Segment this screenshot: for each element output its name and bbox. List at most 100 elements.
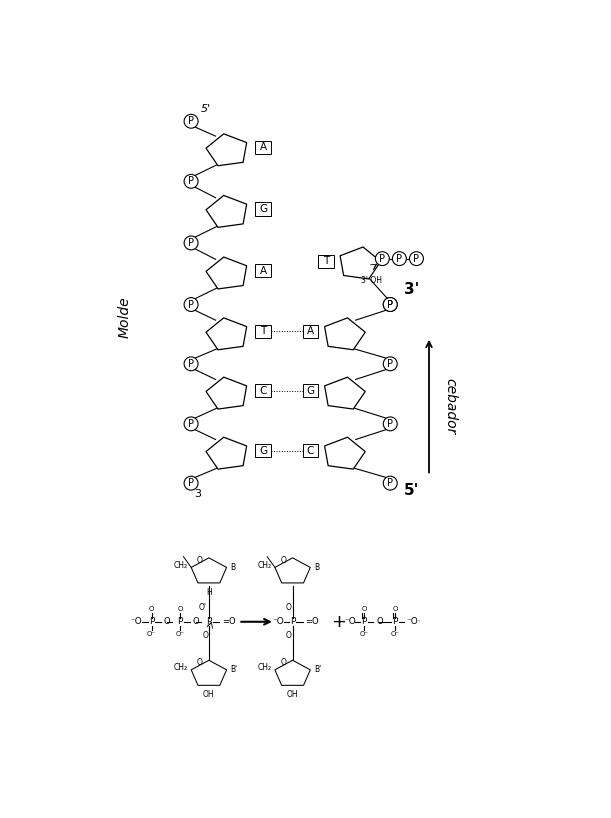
FancyBboxPatch shape xyxy=(255,203,271,216)
Text: 5': 5' xyxy=(404,483,420,498)
Circle shape xyxy=(383,417,397,431)
Circle shape xyxy=(383,298,397,312)
Text: G: G xyxy=(259,204,267,214)
Text: O': O' xyxy=(199,604,207,613)
FancyBboxPatch shape xyxy=(255,264,271,277)
Circle shape xyxy=(184,298,198,312)
Text: O⁻: O⁻ xyxy=(147,631,156,637)
Text: CH₂: CH₂ xyxy=(258,663,272,672)
Text: O: O xyxy=(281,555,287,564)
Circle shape xyxy=(184,115,198,128)
Text: B': B' xyxy=(314,665,321,674)
Text: Molde: Molde xyxy=(117,297,131,339)
Text: CH₂: CH₂ xyxy=(174,663,188,672)
Text: P: P xyxy=(361,618,367,627)
Polygon shape xyxy=(206,134,247,166)
FancyBboxPatch shape xyxy=(255,444,271,457)
Text: O: O xyxy=(361,606,367,613)
Circle shape xyxy=(184,236,198,249)
Text: G: G xyxy=(306,386,315,396)
Text: P: P xyxy=(387,419,393,429)
Circle shape xyxy=(184,417,198,431)
Polygon shape xyxy=(206,257,247,289)
Text: B: B xyxy=(314,563,320,572)
Text: P: P xyxy=(387,299,393,309)
Text: P: P xyxy=(387,359,393,369)
Text: P: P xyxy=(207,618,211,627)
Text: ⁻O: ⁻O xyxy=(273,618,285,627)
Text: O: O xyxy=(149,606,154,613)
Text: P: P xyxy=(188,116,194,126)
Text: OH: OH xyxy=(287,690,298,699)
Text: P: P xyxy=(392,618,398,627)
Polygon shape xyxy=(191,558,227,583)
Text: O: O xyxy=(286,631,292,640)
Text: O: O xyxy=(197,658,203,667)
Polygon shape xyxy=(324,318,365,350)
Circle shape xyxy=(409,252,423,266)
Text: CH₂: CH₂ xyxy=(258,560,272,569)
Text: O: O xyxy=(178,606,183,613)
FancyBboxPatch shape xyxy=(255,325,271,338)
Text: B': B' xyxy=(230,665,238,674)
Text: O⁻: O⁻ xyxy=(390,631,400,637)
Text: P: P xyxy=(188,238,194,248)
Text: P: P xyxy=(387,299,393,309)
Text: O: O xyxy=(192,618,199,627)
Text: =O: =O xyxy=(305,618,318,627)
Text: P: P xyxy=(178,618,183,627)
Text: A: A xyxy=(307,326,314,336)
Text: P: P xyxy=(188,479,194,488)
Text: 3': 3' xyxy=(404,281,420,297)
Polygon shape xyxy=(206,196,247,227)
Text: O: O xyxy=(281,658,287,667)
Text: P: P xyxy=(188,359,194,369)
FancyBboxPatch shape xyxy=(318,255,334,268)
Text: G: G xyxy=(259,446,267,456)
Text: =O: =O xyxy=(222,618,236,627)
Circle shape xyxy=(184,357,198,371)
Text: OH: OH xyxy=(203,690,214,699)
Text: H: H xyxy=(206,587,212,596)
Circle shape xyxy=(375,252,389,266)
Text: cebador: cebador xyxy=(444,378,458,434)
Text: B: B xyxy=(230,563,236,572)
Polygon shape xyxy=(206,318,247,350)
Text: P: P xyxy=(387,479,393,488)
Polygon shape xyxy=(275,660,310,685)
Text: P: P xyxy=(414,254,419,263)
Text: O: O xyxy=(392,606,398,613)
Text: T: T xyxy=(260,326,266,336)
Polygon shape xyxy=(206,437,247,470)
Polygon shape xyxy=(275,558,310,583)
Circle shape xyxy=(392,252,406,266)
Text: O: O xyxy=(202,631,208,640)
Text: O: O xyxy=(197,555,203,564)
Polygon shape xyxy=(324,437,365,470)
Text: P: P xyxy=(149,618,154,627)
Text: ⁻O·: ⁻O· xyxy=(406,618,421,627)
Polygon shape xyxy=(206,377,247,409)
FancyBboxPatch shape xyxy=(255,384,271,398)
Text: A: A xyxy=(260,142,267,152)
Text: P: P xyxy=(379,254,386,263)
Circle shape xyxy=(383,298,397,312)
Text: O⁻: O⁻ xyxy=(359,631,368,637)
Text: P: P xyxy=(188,299,194,309)
Text: +: + xyxy=(332,613,346,631)
Circle shape xyxy=(383,357,397,371)
Text: O: O xyxy=(164,618,170,627)
Text: 5': 5' xyxy=(200,104,211,114)
Text: C: C xyxy=(260,386,267,396)
Text: O⁻: O⁻ xyxy=(176,631,185,637)
Text: P: P xyxy=(188,419,194,429)
Circle shape xyxy=(184,476,198,490)
Circle shape xyxy=(184,174,198,188)
Text: T: T xyxy=(323,256,329,267)
Text: CH₂: CH₂ xyxy=(174,560,188,569)
Polygon shape xyxy=(191,660,227,685)
Text: P: P xyxy=(397,254,403,263)
Text: 3' OH: 3' OH xyxy=(361,276,382,285)
Text: 3: 3 xyxy=(194,489,201,499)
FancyBboxPatch shape xyxy=(302,384,318,398)
